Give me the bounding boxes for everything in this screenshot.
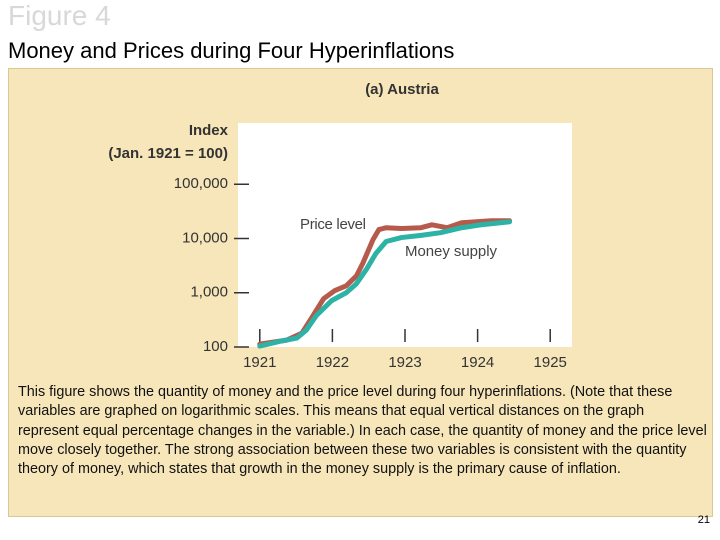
figure-label: Figure 4: [8, 0, 111, 31]
page-number: 21: [697, 514, 710, 526]
y-axis-label: Index: [189, 122, 229, 139]
y-tick-label: 1,000: [190, 284, 228, 301]
series-label: Money supply: [405, 243, 498, 260]
x-tick-label: 1924: [461, 354, 494, 371]
chart-title: (a) Austria: [365, 81, 439, 98]
y-tick-label: 10,000: [182, 229, 228, 246]
series-label: Price level: [300, 216, 366, 233]
x-tick-label: 1922: [316, 354, 349, 371]
series-line: [257, 218, 513, 347]
y-tick-label: 100,000: [174, 175, 228, 192]
caption: This figure shows the quantity of money …: [18, 384, 707, 478]
y-axis-label: (Jan. 1921 = 100): [108, 145, 228, 162]
x-tick-label: 1925: [534, 354, 567, 371]
x-tick-label: 1923: [388, 354, 421, 371]
x-tick-label: 1921: [243, 354, 276, 371]
slide-title: Money and Prices during Four Hyperinflat…: [8, 38, 455, 63]
y-tick-label: 100: [203, 338, 228, 355]
series-line: [257, 219, 513, 349]
